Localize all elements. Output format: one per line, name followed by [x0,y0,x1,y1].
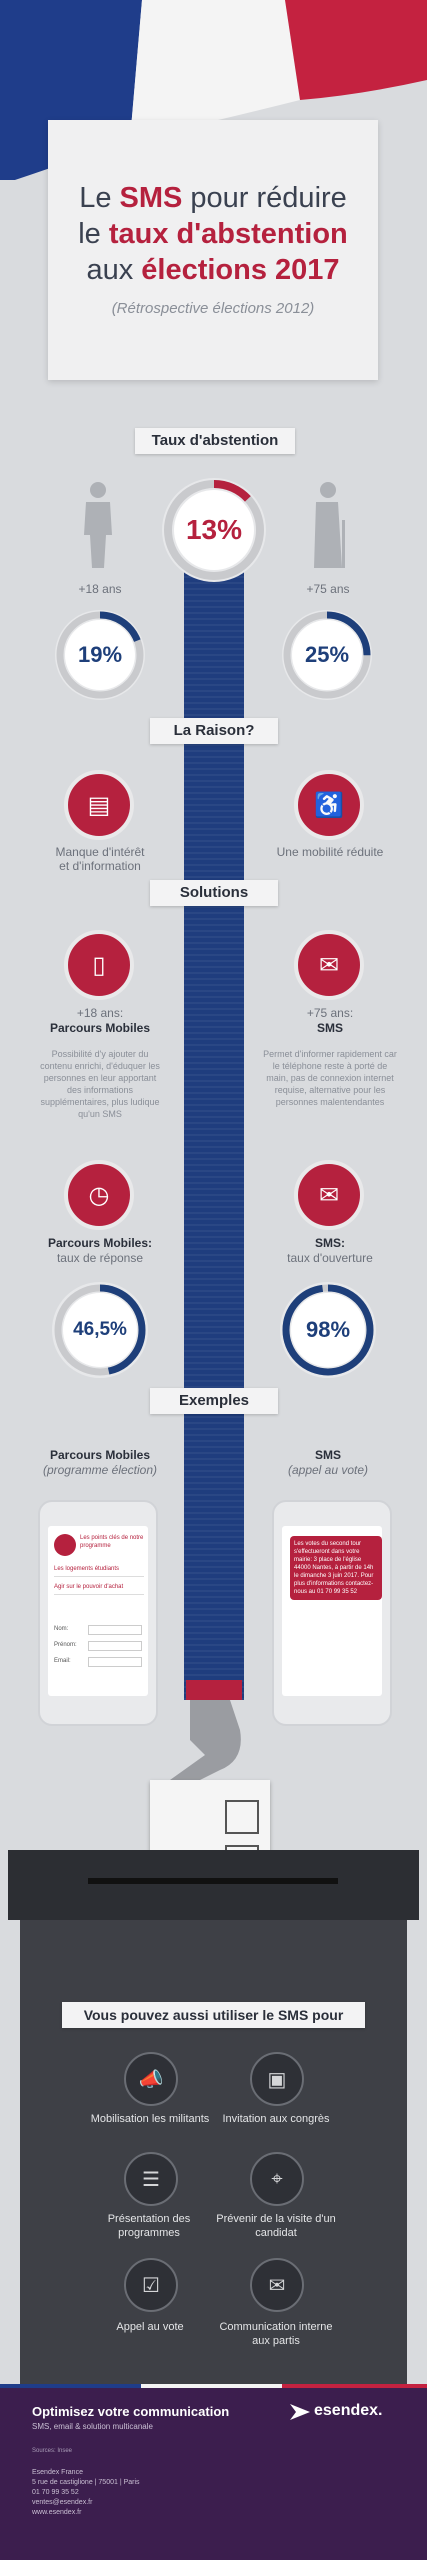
ribbon-examples: Exemples [150,1388,278,1414]
young-abstention-value: 19% [65,620,135,690]
use-item-4: Prévenir de la visite d'un candidat [216,2213,336,2239]
prenom-input[interactable] [88,1641,142,1651]
ballot-box-lid [8,1850,419,1920]
metric-left-title: Parcours Mobiles: [47,1236,153,1250]
ribbon-abstention: Taux d'abstention [135,428,295,454]
ribbon-solutions: Solutions [150,880,278,906]
company-website[interactable]: www.esendex.fr [32,2509,82,2516]
company-name: Esendex France [32,2469,83,2476]
field-nom-label: Nom: [54,1626,69,1632]
metric-right-title: SMS: [315,1236,345,1250]
phone-screen: Les points clés de notre programme Les l… [48,1526,148,1696]
esendex-logo: esendex. [290,2400,400,2424]
example-left-subtitle: (programme élection) [42,1463,158,1477]
journey-item-1[interactable]: Les points clés de notre programme [80,1535,144,1549]
ribbon-uses: Vous pouvez aussi utiliser le SMS pour [62,2002,365,2028]
young-abstention-circle: 19% [55,610,145,700]
title-line-3: aux élections 2017 [86,254,340,286]
mobility-scooter-icon: ♿ [294,770,364,840]
company-address: 5 rue de castiglione | 75001 | Paris [32,2479,140,2486]
podium-icon: ▣ [250,2052,304,2106]
megaphone-icon: 📣 [124,2052,178,2106]
candidate-avatar [54,1534,76,1556]
field-prenom-label: Prénom: [54,1642,77,1648]
nom-input[interactable] [88,1625,142,1635]
use-item-6: Communication interne aux partis [219,2321,333,2347]
sms-phone: Les votes du second tour s'effectueront … [272,1500,392,1726]
ballot-box [20,1920,407,2384]
footer: Optimisez votre communication SMS, email… [0,2384,427,2560]
open-envelope-icon: ✉ [294,1160,364,1230]
map-icon: ⌖ [250,2152,304,2206]
example-right-subtitle: (appel au vote) [287,1463,369,1477]
title-line-1: Le SMS pour réduire [79,182,347,214]
ballot-slot [88,1878,338,1884]
footer-contact: Esendex France 5 rue de castiglione | 75… [32,2468,140,2518]
footer-flag-stripe [0,2384,427,2388]
use-item-1: Mobilisation les militants [90,2113,210,2125]
title-line-2: le taux d'abstention [78,218,348,250]
use-item-3: Présentation des programmes [107,2213,191,2239]
email-input[interactable] [88,1657,142,1667]
french-flag-banner [0,0,427,180]
chat-icon: ✉ [250,2258,304,2312]
field-email-label: Email: [54,1658,71,1664]
open-rate-value: 98% [291,1293,365,1367]
company-phone[interactable]: 01 70 99 35 52 [32,2489,79,2496]
stopwatch-icon: ◷ [64,1160,134,1230]
solution-left-text: Possibilité d'y ajouter du contenu enric… [40,1049,160,1119]
empty-checkbox [225,1800,259,1834]
logo-text: esendex. [314,2402,383,2419]
solution-right-age: +75 ans: [306,1006,354,1020]
journey-item-3[interactable]: Agir sur le pouvoir d'achat [54,1584,144,1595]
solution-right-text: Permet d'informer rapidement car le télé… [263,1049,397,1107]
mobile-journey-phone: Les points clés de notre programme Les l… [38,1500,158,1726]
old-abstention-circle: 25% [282,610,372,700]
footer-sources: Sources: Insee [32,2448,73,2454]
metric-right-subtitle: taux d'ouverture [287,1251,373,1265]
use-item-2: Invitation aux congrès [222,2113,330,2125]
title-card: Le SMS pour réduire le taux d'abstention… [48,120,378,380]
journey-item-2[interactable]: Les logements étudiants [54,1566,144,1577]
example-left-title: Parcours Mobiles [49,1448,151,1462]
young-age-label: +18 ans [78,582,122,596]
vote-box-icon: ☑ [124,2258,178,2312]
sms-bubble-icon: ✉ [294,930,364,1000]
sms-message-bubble: Les votes du second tour s'effectueront … [290,1536,382,1600]
phone-screen: Les votes du second tour s'effectueront … [282,1526,382,1696]
open-rate-circle: 98% [280,1282,376,1378]
company-email[interactable]: ventes@esendex.fr [32,2499,93,2506]
sleeve-cuff [186,1680,242,1700]
newspaper-icon: ▤ [64,770,134,840]
use-item-5: Appel au vote [116,2321,184,2333]
hand-icon [150,1700,260,1790]
solution-left-age: +18 ans: [76,1006,124,1020]
solution-left-title: Parcours Mobiles [49,1021,151,1035]
elderly-person-icon [310,480,350,570]
overall-abstention-circle: 13% [162,478,266,582]
solution-right-title: SMS [316,1021,343,1035]
response-rate-value: 46,5% [63,1293,137,1367]
young-person-icon [78,480,118,570]
old-abstention-value: 25% [292,620,362,690]
example-right-title: SMS [314,1448,341,1462]
reason-left-label: Manque d'intérêt et d'information [55,845,145,873]
ribbon-texture [184,540,244,1700]
footer-headline: Optimisez votre communication [32,2404,230,2419]
subtitle: (Rétrospective élections 2012) [111,300,315,317]
reason-right-label: Une mobilité réduite [276,845,384,859]
footer-tagline: SMS, email & solution multicanale [32,2422,153,2431]
response-rate-circle: 46,5% [52,1282,148,1378]
checklist-icon: ☰ [124,2152,178,2206]
old-age-label: +75 ans [306,582,350,596]
metric-left-subtitle: taux de réponse [56,1251,144,1265]
mobile-phone-icon: ▯ [64,930,134,1000]
overall-abstention-value: 13% [174,490,254,570]
ribbon-reason: La Raison? [150,718,278,744]
